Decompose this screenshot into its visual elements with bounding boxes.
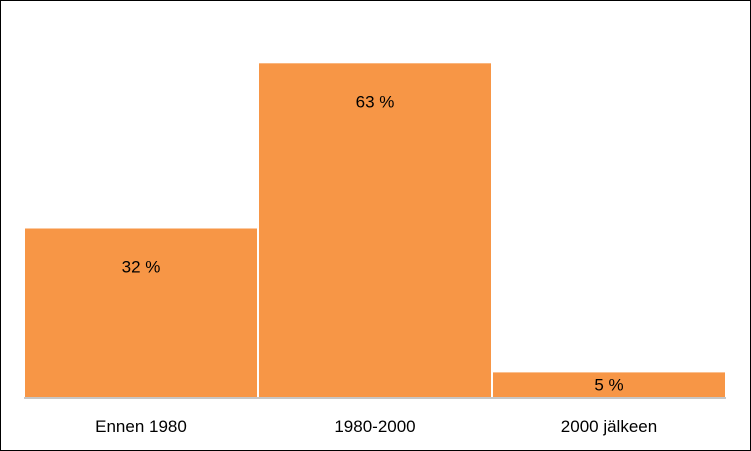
data-label-1: 63 % xyxy=(356,92,395,111)
x-tick-label-1: 1980-2000 xyxy=(334,417,415,436)
x-tick-labels-group: Ennen 1980 1980-2000 2000 jälkeen xyxy=(95,417,657,436)
x-tick-label-0: Ennen 1980 xyxy=(95,417,187,436)
data-labels-group: 32 % 63 % 5 % xyxy=(122,92,624,394)
data-label-2: 5 % xyxy=(594,376,623,395)
x-tick-label-2: 2000 jälkeen xyxy=(561,417,657,436)
bar-1 xyxy=(257,61,493,400)
bar-0 xyxy=(23,226,259,399)
data-label-0: 32 % xyxy=(122,258,161,277)
bars-group xyxy=(23,61,727,400)
